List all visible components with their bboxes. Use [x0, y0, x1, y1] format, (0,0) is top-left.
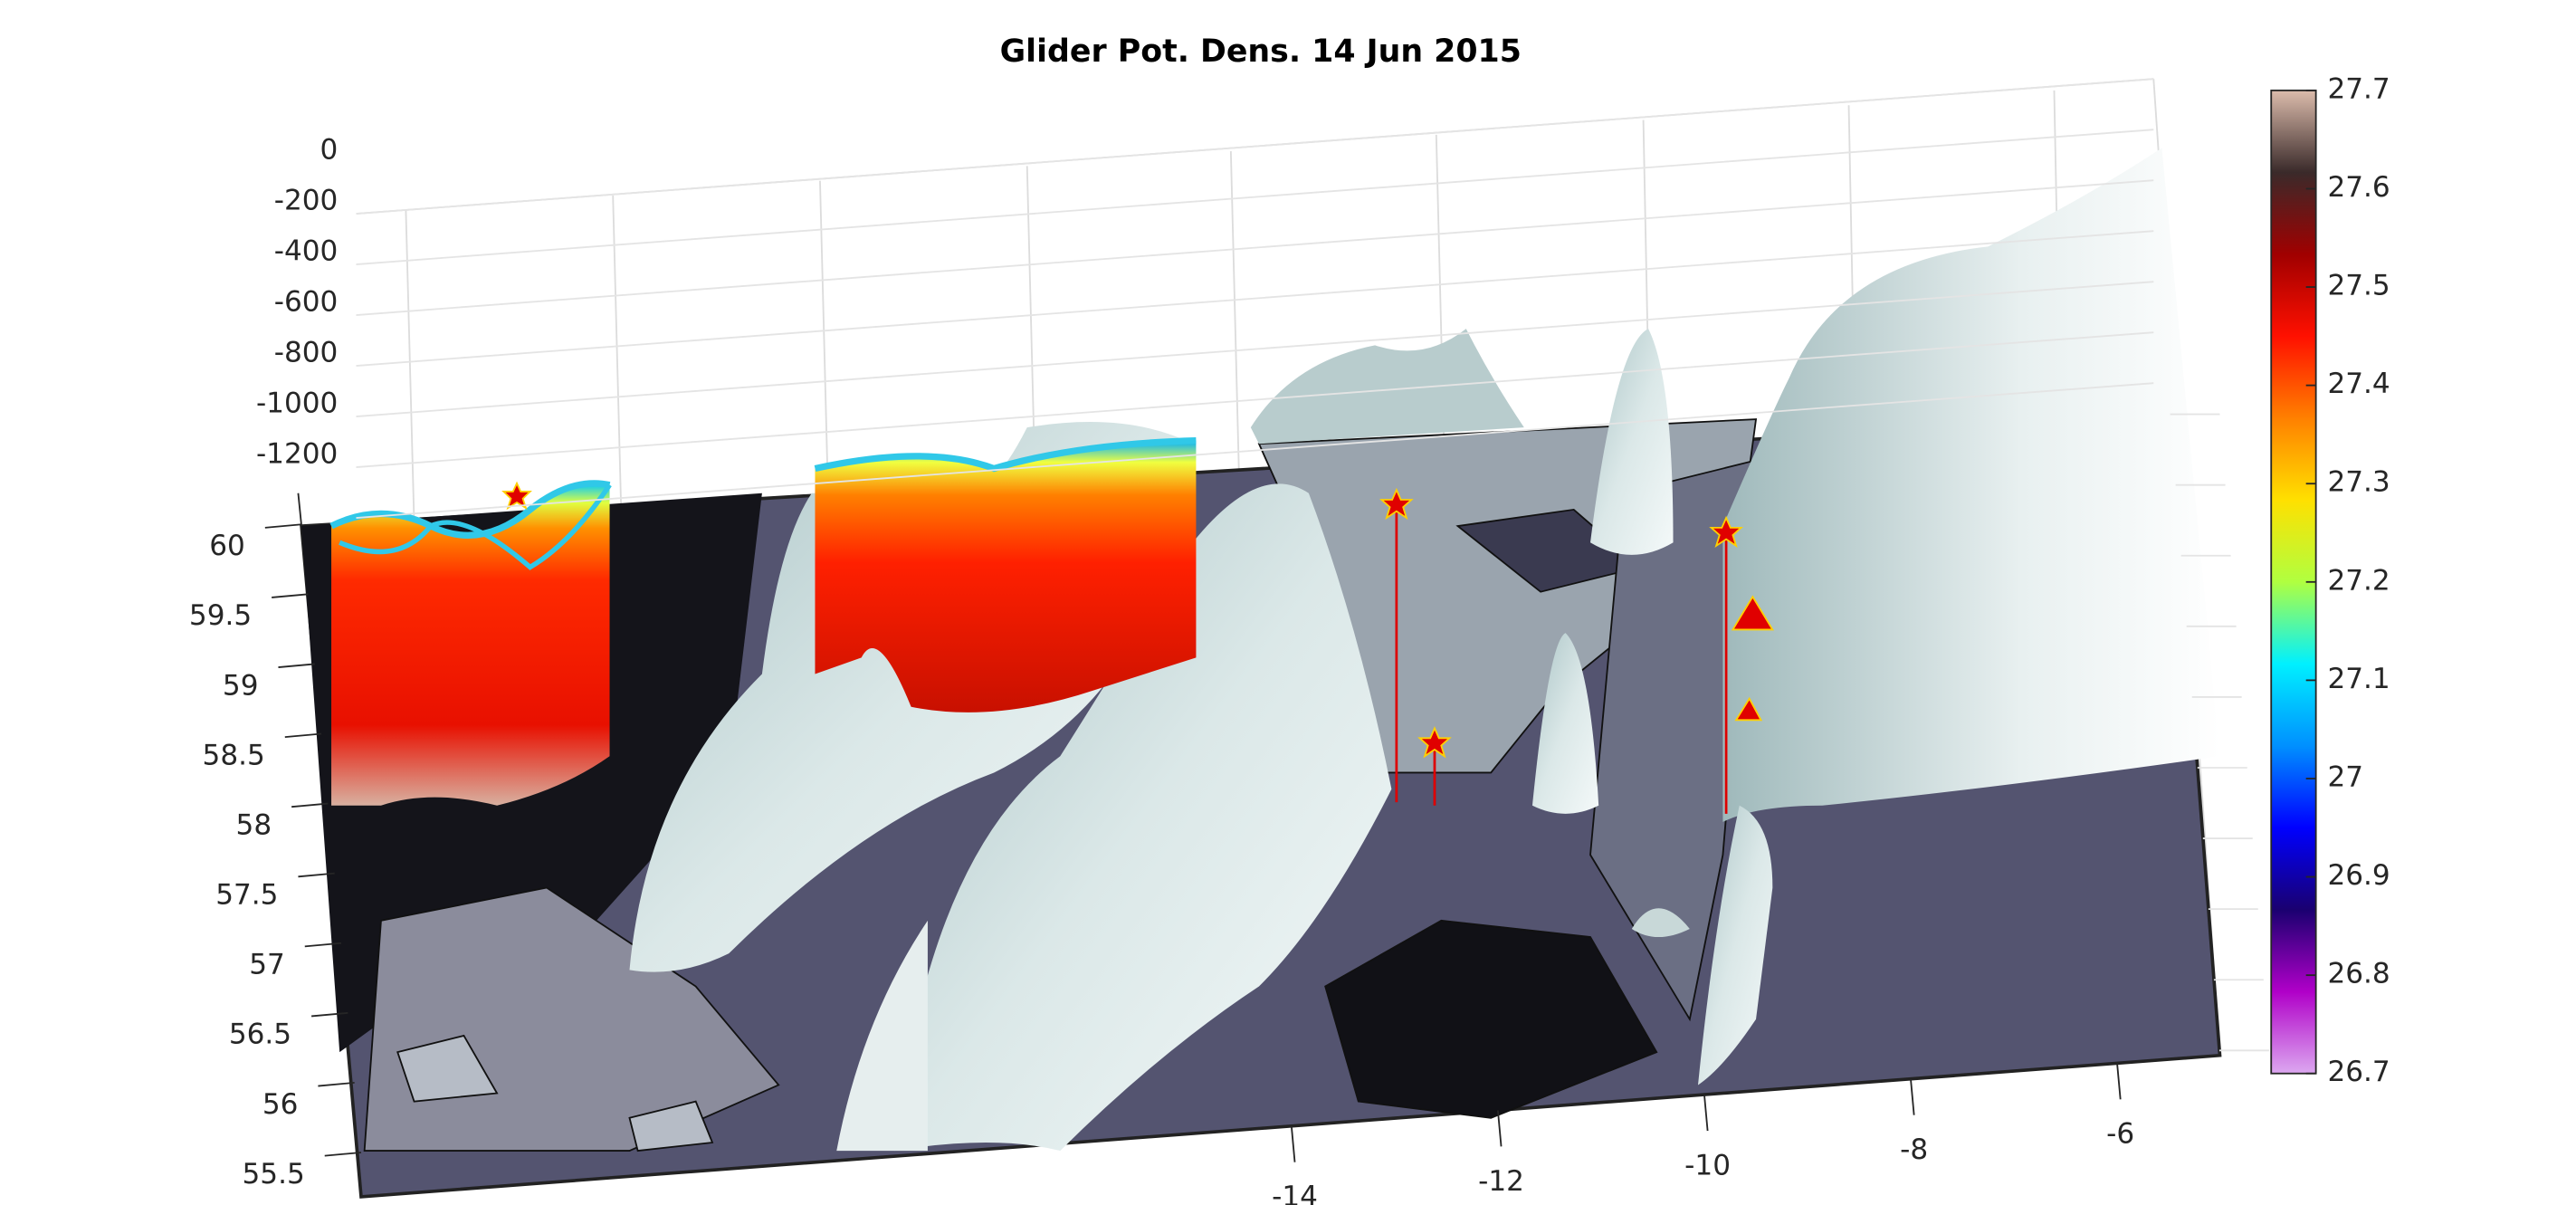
- x-tick-label: -6: [2106, 1118, 2134, 1151]
- z-tick-label: -400: [274, 235, 339, 268]
- grid-line: [356, 230, 2154, 367]
- chart-title: Glider Pot. Dens. 14 Jun 2015: [1000, 33, 1522, 70]
- colorbar-tick-label: 27.2: [2327, 564, 2390, 597]
- y-tick: [304, 942, 342, 948]
- y-tick: [298, 872, 335, 878]
- x-tick-label: -12: [1478, 1165, 1524, 1198]
- z-tick-label: 0: [320, 134, 339, 167]
- grid-line: [356, 129, 2154, 265]
- grid-line: [356, 179, 2154, 316]
- y-tick-label: 55.5: [242, 1158, 304, 1191]
- y-tick-label: 59: [223, 669, 259, 702]
- colorbar-tick-label: 26.8: [2327, 958, 2390, 990]
- y-tick: [272, 593, 309, 598]
- colorbar-tick-label: 26.9: [2327, 859, 2390, 892]
- star-markers: [501, 481, 1774, 759]
- y-tick: [284, 732, 322, 739]
- colorbar-tick-label: 27: [2327, 761, 2363, 794]
- y-tick: [291, 802, 329, 808]
- y-tick-label: 60: [209, 530, 245, 562]
- colorbar-tick-label: 27.5: [2327, 270, 2390, 302]
- z-tick-label: -1000: [256, 387, 338, 420]
- y-tick: [310, 1011, 348, 1018]
- colorbar-tick-label: 27.6: [2327, 171, 2390, 204]
- colorbar-tick-label: 27.1: [2327, 663, 2390, 695]
- x-tick-label: -8: [1900, 1133, 1928, 1166]
- z-tick-label: -1200: [256, 438, 338, 471]
- y-tick-label: 58: [236, 809, 272, 842]
- x-tick: [1910, 1078, 1915, 1115]
- colorbar-tick-label: 27.4: [2327, 368, 2390, 400]
- z-tick-label: -800: [274, 337, 339, 369]
- x-tick: [1496, 1110, 1503, 1147]
- y-tick-label: 57.5: [215, 879, 278, 912]
- z-tick-label: -200: [274, 185, 339, 217]
- glider-sections: [329, 437, 1197, 806]
- z-axis: [297, 493, 303, 527]
- grid-line: [356, 281, 2154, 417]
- y-tick-label: 59.5: [189, 599, 252, 632]
- y-tick: [318, 1081, 355, 1087]
- x-tick: [2116, 1063, 2122, 1100]
- colorbar-tick-label: 26.7: [2327, 1056, 2390, 1088]
- x-tick: [1703, 1094, 1709, 1132]
- y-tick-label: 58.5: [203, 739, 265, 771]
- x-tick-label: -10: [1684, 1150, 1731, 1182]
- markers: [1395, 504, 1728, 814]
- y-tick: [264, 523, 302, 529]
- grid-line: [356, 78, 2154, 215]
- colorbar-tick-label: 27.3: [2327, 466, 2390, 499]
- y-tick-label: 57: [249, 949, 285, 981]
- grid-line: [356, 331, 2154, 468]
- x-tick: [1290, 1125, 1296, 1162]
- y-tick: [278, 663, 315, 668]
- y-tick: [324, 1152, 362, 1157]
- y-tick-label: 56.5: [229, 1019, 291, 1051]
- colorbar-tick-label: 27.7: [2327, 72, 2390, 105]
- y-tick-label: 56: [262, 1088, 299, 1121]
- x-tick-label: -14: [1272, 1181, 1318, 1205]
- grid-line: [356, 382, 2154, 519]
- z-tick-label: -600: [274, 286, 339, 319]
